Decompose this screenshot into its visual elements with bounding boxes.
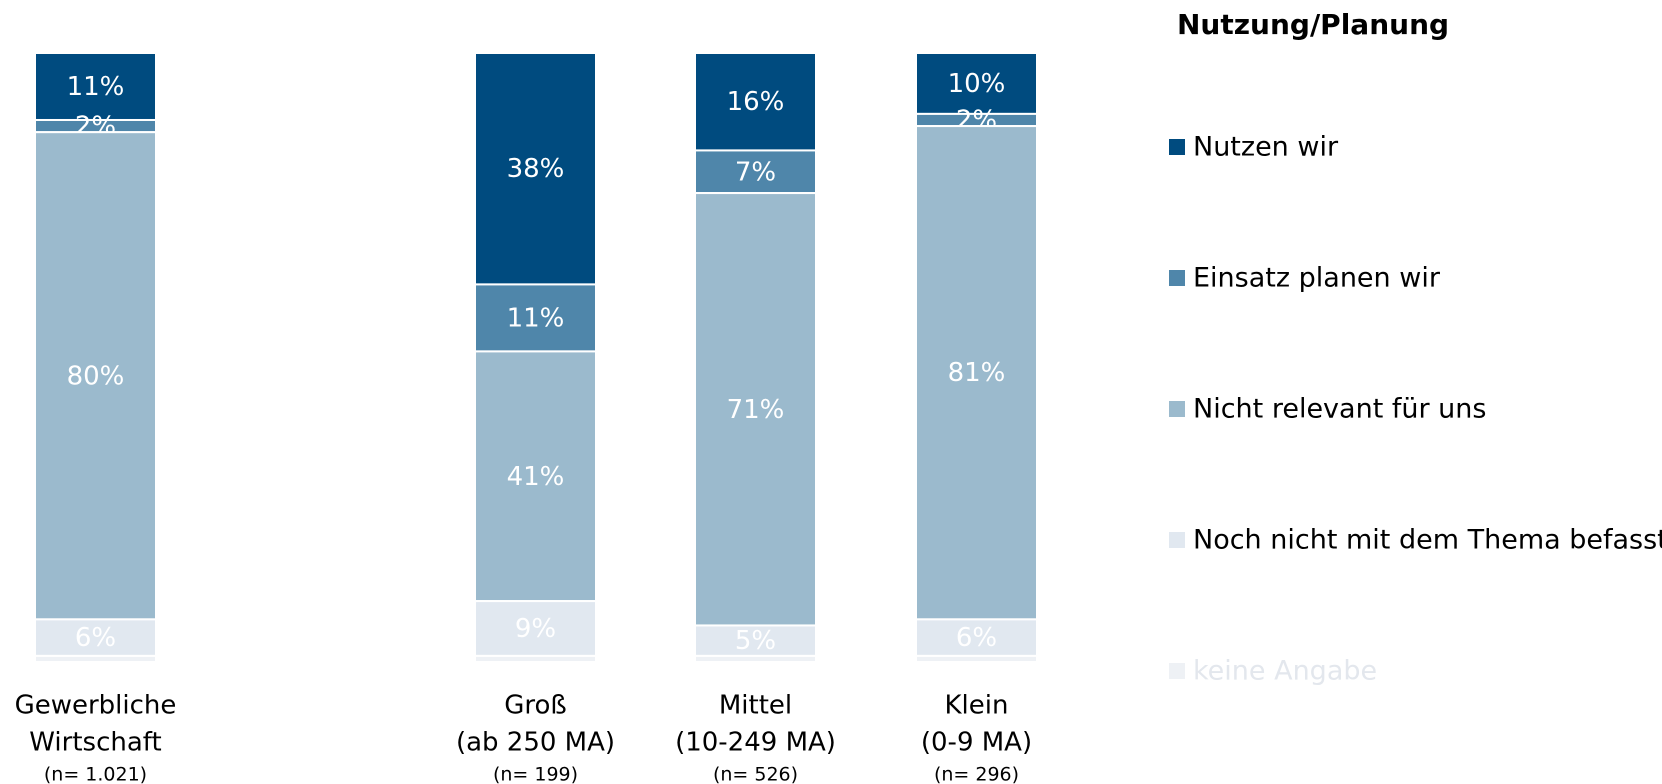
x-tick-label: Klein — [945, 691, 1009, 721]
data-label: 41% — [507, 462, 565, 492]
bar-segment — [34, 131, 157, 621]
bar-segment — [474, 350, 597, 603]
bar-segment — [694, 52, 817, 152]
legend-label: Nutzen wir — [1193, 132, 1339, 163]
bar-segment — [474, 52, 597, 286]
data-label: 11% — [507, 303, 565, 333]
x-tick-label: (0-9 MA) — [921, 728, 1032, 758]
legend-swatch — [1169, 663, 1185, 679]
legend-swatch — [1169, 270, 1185, 286]
data-label: 38% — [507, 154, 565, 184]
x-tick-label: Groß — [504, 691, 567, 721]
data-label: 5% — [735, 626, 776, 656]
data-label: 10% — [948, 69, 1006, 99]
bar-segment — [474, 283, 597, 353]
bar-segment — [34, 654, 157, 663]
legend-title: Nutzung/Planung — [1177, 8, 1449, 41]
bar-segment — [34, 618, 157, 657]
legend-label: Noch nicht mit dem Thema befasst — [1193, 525, 1662, 556]
x-tick-label: (ab 250 MA) — [456, 728, 615, 758]
x-tick-label: Gewerbliche — [15, 691, 177, 721]
x-tick-label: (10-249 MA) — [675, 728, 836, 758]
bar-segment — [915, 654, 1038, 663]
bar-segment — [474, 654, 597, 663]
legend-label: Einsatz planen wir — [1193, 263, 1441, 294]
data-label: 16% — [727, 87, 785, 117]
data-label: 80% — [67, 361, 125, 391]
legend-label: keine Angabe — [1193, 656, 1377, 687]
data-label: 11% — [67, 72, 125, 102]
bar-segment — [694, 192, 817, 627]
sample-size: (n= 296) — [934, 764, 1019, 784]
bar-segment — [694, 654, 817, 663]
sample-size: (n= 526) — [713, 764, 798, 784]
data-label: 6% — [956, 623, 997, 653]
data-label: 6% — [75, 623, 116, 653]
sample-size: (n= 1.021) — [44, 764, 147, 784]
data-label: 81% — [948, 358, 1006, 388]
sample-size: (n= 199) — [493, 764, 578, 784]
bar-segment — [915, 52, 1038, 115]
data-label: 71% — [727, 395, 785, 425]
bar-segment — [474, 600, 597, 657]
x-tick-label: Wirtschaft — [29, 728, 161, 758]
legend-swatch — [1169, 139, 1185, 155]
data-label: 7% — [735, 157, 776, 187]
data-label: 9% — [515, 614, 556, 644]
legend-label: Nicht relevant für uns — [1193, 394, 1486, 425]
legend-swatch — [1169, 532, 1185, 548]
bar-segment — [34, 52, 157, 121]
legend-swatch — [1169, 401, 1185, 417]
x-tick-label: Mittel — [719, 691, 792, 721]
